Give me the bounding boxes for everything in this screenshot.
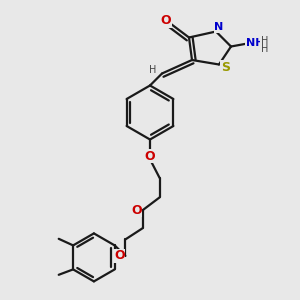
Text: S: S [221, 61, 230, 74]
Text: H: H [261, 35, 268, 46]
Text: NH: NH [246, 38, 264, 49]
Text: O: O [131, 204, 142, 217]
Text: O: O [114, 249, 125, 262]
Text: O: O [145, 150, 155, 163]
Text: H: H [149, 65, 156, 75]
Text: H: H [261, 44, 268, 55]
Text: N: N [214, 22, 224, 32]
Text: O: O [160, 14, 171, 28]
